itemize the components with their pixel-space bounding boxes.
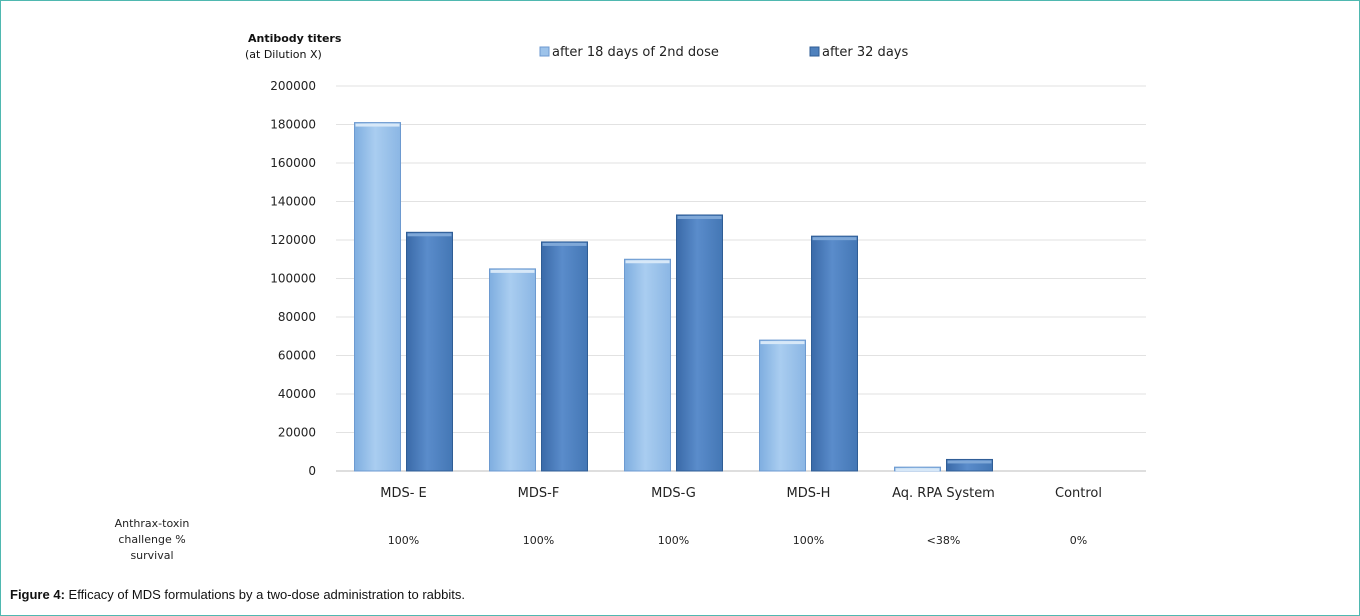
bar-18-days [624, 258, 671, 472]
y-tick-label: 80000 [278, 310, 316, 324]
survival-value: 100% [388, 534, 419, 547]
x-axis-labels: MDS- E MDS-F MDS-G MDS-H Aq. RPA System Contr… [380, 486, 1102, 501]
y-tick-label: 120000 [270, 233, 316, 247]
x-category-label: MDS-F [518, 486, 560, 501]
bar-cap [760, 341, 805, 345]
survival-value: <38% [927, 534, 961, 547]
bar-18-days [489, 268, 536, 472]
survival-value: 100% [658, 534, 689, 547]
bars [354, 122, 993, 472]
legend: after 18 days of 2nd dose after 32 days [539, 45, 908, 60]
x-category-label: Control [1055, 486, 1102, 501]
y-tick-label: 100000 [270, 272, 316, 286]
y-tick-label: 20000 [278, 426, 316, 440]
y-axis-subtitle: (at Dilution X) [245, 48, 322, 61]
caption-label: Figure 4: [10, 587, 65, 602]
legend-swatch-32-days [809, 46, 820, 57]
survival-row-label: Anthrax-toxin [115, 517, 190, 530]
survival-row: Anthrax-toxin challenge % survival 100% 100%… [115, 517, 1088, 562]
survival-value: 0% [1070, 534, 1087, 547]
bar-cap [625, 260, 670, 264]
bar-cap [355, 123, 400, 127]
bar-cap [542, 242, 587, 246]
bar-cap [407, 233, 452, 237]
bar-chart: Antibody titers (at Dilution X) after 18… [115, 32, 1146, 562]
bar-cap [895, 468, 940, 472]
bar-cap [812, 237, 857, 241]
x-category-label: MDS-G [651, 486, 696, 501]
bar-32-days [541, 241, 588, 472]
caption-text: Efficacy of MDS formulations by a two-do… [64, 587, 465, 602]
bar-cap [490, 269, 535, 273]
figure-caption: Figure 4: Efficacy of MDS formulations b… [10, 587, 465, 602]
y-axis-title: Antibody titers [248, 32, 342, 45]
y-tick-label: 200000 [270, 79, 316, 93]
x-category-label: Aq. RPA System [892, 486, 995, 501]
y-tick-label: 0 [308, 464, 316, 478]
bar-18-days [354, 122, 401, 472]
y-tick-label: 160000 [270, 156, 316, 170]
y-tick-label: 60000 [278, 349, 316, 363]
bar-32-days [676, 214, 723, 472]
y-tick-label: 180000 [270, 118, 316, 132]
y-axis-ticks: 0 20000 40000 60000 80000 100000 120000 140000 1… [270, 79, 316, 478]
survival-row-label: challenge % [118, 533, 185, 546]
bar-32-days [406, 231, 453, 472]
survival-value: 100% [523, 534, 554, 547]
bar-32-days [811, 235, 858, 472]
legend-label: after 18 days of 2nd dose [552, 45, 719, 60]
bar-cap [947, 460, 992, 464]
bar-32-days [946, 458, 993, 472]
legend-swatch-18-days [539, 46, 550, 57]
bar-18-days [759, 339, 806, 472]
y-tick-label: 140000 [270, 195, 316, 209]
y-tick-label: 40000 [278, 387, 316, 401]
bar-cap [677, 215, 722, 219]
x-category-label: MDS- E [380, 486, 427, 501]
x-category-label: MDS-H [787, 486, 831, 501]
legend-label: after 32 days [822, 45, 908, 60]
survival-value: 100% [793, 534, 824, 547]
survival-row-label: survival [130, 549, 173, 562]
grid-lines [336, 85, 1146, 472]
